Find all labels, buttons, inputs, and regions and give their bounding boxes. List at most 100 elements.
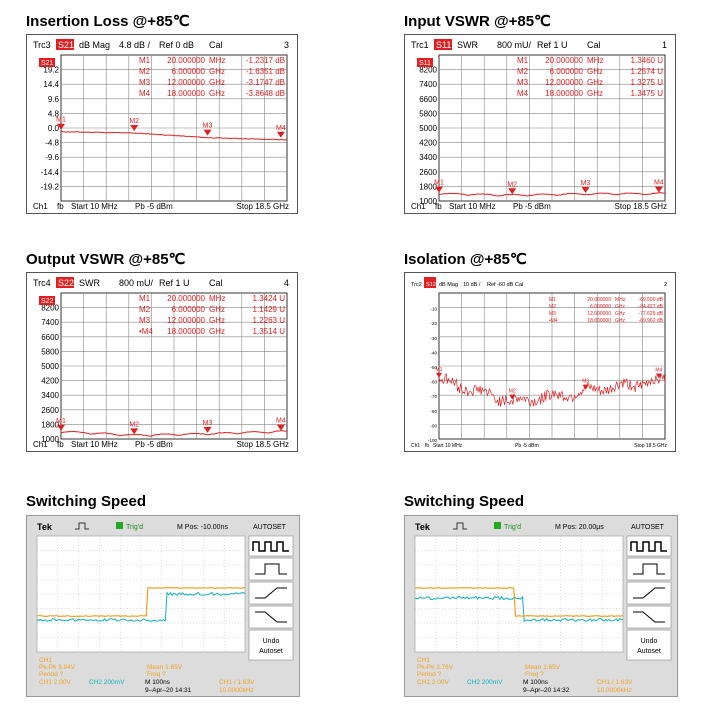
marker-unit: GHz [209, 327, 225, 336]
marker-id: M3 [549, 311, 556, 317]
scope-panel-1: Tek Trig'd M Pos: -10.00ns AUTOSET Undo Autos… [26, 515, 300, 697]
ch1-measure-label: CH1 [417, 657, 430, 664]
pkpk-measurement: Pk-Pk 3.84V [39, 664, 76, 671]
mean-measurement: Mean 1.65V [147, 664, 183, 671]
y-tick-label: 1800 [41, 420, 59, 429]
trigger-icon [494, 522, 501, 529]
footer-stop: Stop 18.5 GHz [237, 440, 289, 449]
menu-single-cycle [248, 557, 294, 581]
marker-value: 1.1429 U [253, 305, 286, 314]
footer-power: Pb -5 dBm [135, 202, 173, 211]
marker-freq: 12.000000 [167, 78, 205, 87]
footer-stop: Stop 18.5 GHz [615, 202, 667, 211]
square-wave-icon [252, 541, 289, 552]
y-tick-label: 5800 [419, 109, 437, 118]
footer-stop: Stop 18.5 GHz [237, 202, 289, 211]
marker-point-label: M4 [655, 368, 662, 374]
marker-point-label: M2 [129, 118, 139, 125]
ch2-scale: CH2 200mV [467, 679, 503, 686]
autoset-undo-label: Autoset [259, 648, 283, 655]
vna-chart-input-vswr: Trc1 S11 SWR 800 mU/Ref 1 U Cal 1 8200 7400 6600… [411, 39, 667, 211]
marker-id: •M4 [549, 318, 558, 324]
param-label: S22 [58, 278, 74, 288]
time-scale: M 100ns [145, 679, 171, 686]
marker-unit: GHz [615, 311, 626, 317]
data-trace [438, 372, 666, 407]
marker-id: M2 [139, 67, 151, 76]
marker-point [435, 186, 443, 193]
marker-unit: MHz [209, 56, 225, 65]
header-field: Cal [587, 40, 601, 50]
header-field: Ref 0 dB [159, 40, 194, 50]
capture-date: 9–Apr–20 14:32 [523, 687, 570, 694]
marker-point-label: M1 [436, 367, 443, 373]
y-tick-label: -4.8 [45, 139, 59, 148]
marker-freq: 20.000000 [545, 56, 583, 65]
header-field: Cal [209, 40, 223, 50]
pulse-icon [75, 522, 89, 530]
header-field: 10 dB / [463, 282, 481, 288]
y-tick-label: -60 [430, 380, 437, 385]
panel-title-isolation: Isolation @+85℃ [404, 251, 527, 268]
footer-power: Pb -5 dBm [515, 443, 539, 449]
marker-id: M3 [517, 78, 529, 87]
footer-start: Start 10 MHz [71, 440, 118, 449]
y-tick-label: -14.4 [41, 168, 60, 177]
marker-value: -69.500 dB [639, 297, 664, 303]
y-tick-label: 1000 [41, 435, 59, 444]
mean-measurement: Mean 1.65V [525, 664, 561, 671]
marker-freq: 6.000000 [172, 305, 206, 314]
channel2-waveform [414, 595, 624, 623]
marker-id: M3 [139, 316, 151, 325]
marker-value: 1.3460 U [631, 56, 664, 65]
trace-id: Trc2 [411, 282, 422, 288]
marker-point [57, 424, 65, 431]
footer-channel: Ch1 [33, 440, 48, 449]
param-label: S21 [58, 40, 74, 50]
marker-point [509, 394, 516, 400]
y-tick-label: -40 [430, 350, 437, 355]
header-field: SWR [457, 40, 478, 50]
trace-tag-badge [39, 58, 55, 67]
marker-point [203, 129, 212, 136]
marker-value: -84.427 dB [639, 304, 664, 310]
marker-point-label: M3 [203, 123, 213, 130]
marker-point-label: M2 [507, 181, 517, 188]
header-field: Ref 1 U [159, 278, 190, 288]
marker-id: M2 [517, 67, 529, 76]
y-tick-label: 6600 [41, 333, 59, 342]
vna-panel-output-vswr: Trc4 S22 SWR 800 mU/Ref 1 U Cal 4 8200 7400 6600… [26, 272, 298, 452]
marker-freq: 6.000000 [550, 67, 584, 76]
data-trace [438, 192, 665, 197]
trigger-level: CH1 / 1.63V [597, 679, 633, 686]
header-field: 4.8 dB / [119, 40, 151, 50]
marker-point [203, 426, 212, 433]
y-tick-label: -70 [430, 394, 437, 399]
single-cycle-icon [633, 563, 665, 575]
footer-fb: fb [57, 440, 64, 449]
marker-value: -1.2317 dB [246, 56, 285, 65]
marker-point-label: M1 [56, 117, 66, 124]
scope-screen-2: Tek Trig'd M Pos: 20.00μs AUTOSET Undo Autose… [414, 522, 672, 694]
marker-point-label: M4 [276, 418, 286, 425]
marker-point-label: M3 [582, 379, 589, 385]
footer-start: Start 10 MHz [449, 202, 496, 211]
channel2-waveform [36, 591, 246, 622]
y-tick-label: 14.4 [43, 80, 59, 89]
marker-unit: GHz [209, 78, 225, 87]
trigger-level: CH1 / 1.63V [219, 679, 255, 686]
marker-id: •M4 [139, 327, 153, 336]
data-trace [60, 130, 288, 141]
trace-tag-badge [417, 58, 433, 67]
param-badge [56, 39, 74, 50]
trace-number: 4 [284, 278, 289, 288]
menu-undo-autoset [248, 629, 294, 661]
falling-edge-icon [633, 611, 665, 623]
marker-value: 1.2574 U [631, 67, 664, 76]
scope-panel-2: Tek Trig'd M Pos: 20.00μs AUTOSET Undo Autose… [404, 515, 678, 697]
channel1-waveform [36, 586, 246, 618]
header-field: dB Mag [439, 282, 458, 288]
param-badge [424, 277, 436, 288]
marker-point-label: M2 [129, 421, 139, 428]
marker-unit: GHz [209, 67, 225, 76]
